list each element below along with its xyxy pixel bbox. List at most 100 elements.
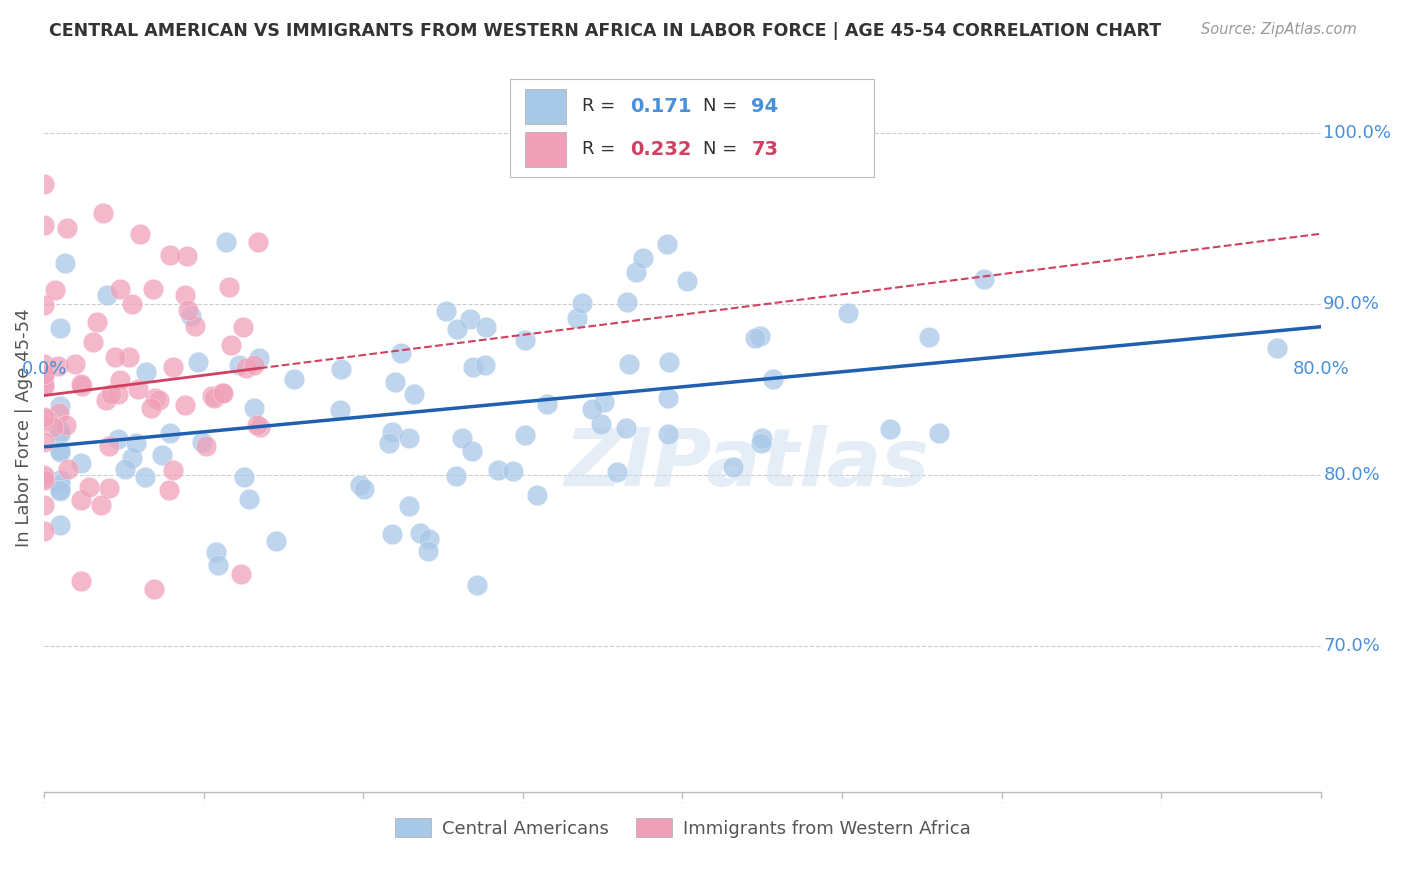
Point xyxy=(204,392,226,406)
Point xyxy=(748,329,770,343)
Point xyxy=(32,298,55,312)
Point xyxy=(434,304,457,318)
Point xyxy=(418,532,440,546)
Point xyxy=(243,401,266,415)
Text: CENTRAL AMERICAN VS IMMIGRANTS FROM WESTERN AFRICA IN LABOR FORCE | AGE 45-54 CO: CENTRAL AMERICAN VS IMMIGRANTS FROM WEST… xyxy=(49,22,1161,40)
Point xyxy=(127,382,149,396)
Point xyxy=(928,425,950,440)
Point xyxy=(194,439,217,453)
Point xyxy=(104,351,127,365)
Point xyxy=(723,459,745,474)
Bar xyxy=(526,132,567,167)
Point xyxy=(184,319,207,334)
Point xyxy=(461,359,484,374)
Point xyxy=(98,439,121,453)
Point xyxy=(159,248,181,262)
Point xyxy=(215,235,238,249)
Point xyxy=(381,527,404,541)
Point xyxy=(70,574,93,588)
Point xyxy=(451,431,474,445)
Point xyxy=(49,476,72,491)
Point xyxy=(657,427,679,442)
Point xyxy=(246,417,269,432)
Point xyxy=(49,517,72,532)
Point xyxy=(465,577,488,591)
Point xyxy=(56,462,79,476)
Text: 0.0%: 0.0% xyxy=(21,360,67,378)
Point xyxy=(77,480,100,494)
Point xyxy=(917,329,939,343)
Bar xyxy=(526,88,567,124)
Point xyxy=(42,420,65,434)
Point xyxy=(32,498,55,512)
Point xyxy=(69,376,91,391)
Point xyxy=(329,403,352,417)
Point xyxy=(384,375,406,389)
Point xyxy=(606,465,628,479)
Point xyxy=(56,221,79,235)
Point xyxy=(107,386,129,401)
Point xyxy=(624,265,647,279)
Point xyxy=(228,358,250,372)
Point xyxy=(150,448,173,462)
Text: 90.0%: 90.0% xyxy=(1323,295,1381,313)
Text: 80.0%: 80.0% xyxy=(1292,360,1350,378)
Text: 0.171: 0.171 xyxy=(630,96,692,116)
Point xyxy=(110,373,132,387)
Point xyxy=(378,436,401,450)
Text: N =: N = xyxy=(703,97,742,115)
Point xyxy=(98,482,121,496)
Point xyxy=(90,499,112,513)
Point xyxy=(32,409,55,424)
Point xyxy=(233,470,256,484)
Point xyxy=(174,287,197,301)
Point xyxy=(675,274,697,288)
Point xyxy=(398,432,420,446)
Point xyxy=(446,322,468,336)
Point xyxy=(142,282,165,296)
Point xyxy=(32,434,55,449)
Point xyxy=(108,281,131,295)
Text: 80.0%: 80.0% xyxy=(1323,467,1381,484)
Point xyxy=(219,338,242,352)
Point xyxy=(46,359,69,373)
Point xyxy=(157,483,180,497)
Point xyxy=(513,428,536,442)
Text: Source: ZipAtlas.com: Source: ZipAtlas.com xyxy=(1201,22,1357,37)
FancyBboxPatch shape xyxy=(510,78,875,177)
Point xyxy=(49,473,72,487)
Y-axis label: In Labor Force | Age 45-54: In Labor Force | Age 45-54 xyxy=(15,309,32,548)
Point xyxy=(49,484,72,499)
Point xyxy=(49,320,72,334)
Point xyxy=(49,424,72,438)
Point xyxy=(100,387,122,401)
Text: 70.0%: 70.0% xyxy=(1323,638,1381,656)
Point xyxy=(973,272,995,286)
Point xyxy=(128,227,150,241)
Point xyxy=(762,372,785,386)
Point xyxy=(536,397,558,411)
Text: 94: 94 xyxy=(751,96,779,116)
Point xyxy=(37,412,59,426)
Point xyxy=(404,387,426,401)
Point xyxy=(398,499,420,513)
Point xyxy=(249,419,271,434)
Point xyxy=(91,206,114,220)
Point xyxy=(139,401,162,416)
Point xyxy=(238,491,260,506)
Point xyxy=(218,279,240,293)
Point xyxy=(229,566,252,581)
Text: R =: R = xyxy=(582,97,620,115)
Point xyxy=(32,368,55,382)
Point xyxy=(409,525,432,540)
Point xyxy=(486,463,509,477)
Point xyxy=(32,368,55,383)
Point xyxy=(32,357,55,371)
Point xyxy=(657,391,679,405)
Point xyxy=(526,488,548,502)
Point xyxy=(173,398,195,412)
Point xyxy=(353,482,375,496)
Point xyxy=(53,256,76,270)
Point xyxy=(32,178,55,192)
Text: R =: R = xyxy=(582,140,620,159)
